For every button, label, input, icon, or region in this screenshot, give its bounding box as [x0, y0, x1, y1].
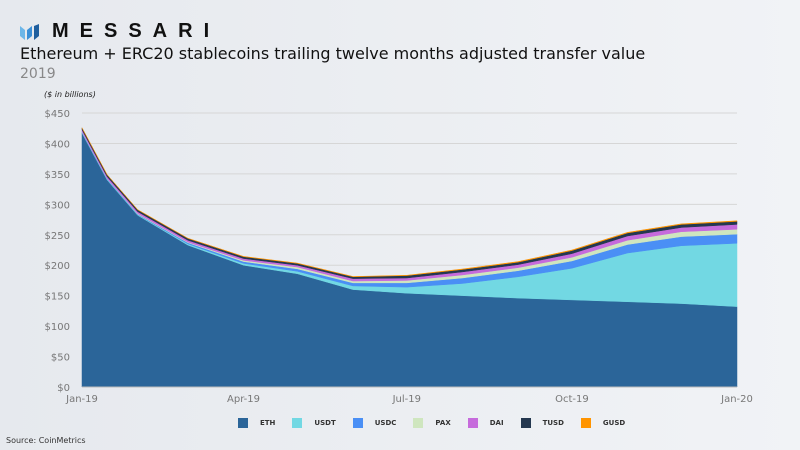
- y-tick-label: $150: [45, 292, 70, 303]
- y-tick-label: $100: [45, 322, 70, 333]
- legend-swatch: [520, 418, 531, 428]
- chart-title: Ethereum + ERC20 stablecoins trailing tw…: [20, 44, 646, 63]
- legend-item-pax: PAX: [413, 418, 451, 428]
- legend-swatch: [352, 418, 363, 428]
- y-tick-label: $300: [45, 200, 70, 211]
- y-tick-label: $0: [57, 383, 70, 394]
- legend-item-usdt: USDT: [292, 418, 336, 428]
- legend-label: TUSD: [542, 419, 564, 427]
- x-tick-label: Oct-19: [555, 394, 589, 405]
- y-tick-label: $50: [51, 353, 70, 364]
- legend-label: ETH: [260, 419, 276, 427]
- y-tick-label: $350: [45, 170, 70, 181]
- legend-item-tusd: TUSD: [520, 418, 564, 428]
- legend-label: GUSD: [602, 419, 626, 427]
- x-tick-label: Jul-19: [392, 394, 421, 405]
- legend-item-eth: ETH: [238, 418, 275, 428]
- x-tick-label: Jan-19: [65, 394, 98, 405]
- legend-item-dai: DAI: [467, 418, 504, 428]
- legend-swatch: [467, 418, 478, 428]
- source-note: Source: CoinMetrics: [6, 436, 86, 445]
- legend-item-usdc: USDC: [352, 418, 397, 428]
- unit-note: ($ in billions): [44, 90, 96, 99]
- y-tick-label: $400: [45, 139, 70, 150]
- x-tick-label: Apr-19: [227, 394, 260, 405]
- y-tick-label: $450: [45, 109, 70, 120]
- legend: ETH USDT USDC PAX DAI TUSD GUSD: [238, 418, 642, 428]
- legend-item-gusd: GUSD: [580, 418, 626, 428]
- messari-logo: MESSARI: [20, 20, 220, 43]
- y-tick-label: $250: [45, 231, 70, 242]
- chart-subtitle: 2019: [20, 66, 56, 82]
- brand-name: MESSARI: [52, 20, 221, 42]
- y-tick-label: $200: [45, 261, 70, 272]
- legend-label: PAX: [435, 419, 451, 427]
- legend-swatch: [238, 418, 248, 428]
- legend-label: USDC: [374, 419, 397, 427]
- legend-swatch: [580, 418, 591, 428]
- legend-label: DAI: [489, 419, 504, 427]
- area-gusd: [81, 127, 738, 278]
- legend-swatch: [292, 418, 303, 428]
- legend-swatch: [413, 418, 424, 428]
- x-tick-label: Jan-20: [720, 394, 753, 405]
- legend-label: USDT: [314, 419, 336, 427]
- messari-logo-icon: [20, 23, 39, 40]
